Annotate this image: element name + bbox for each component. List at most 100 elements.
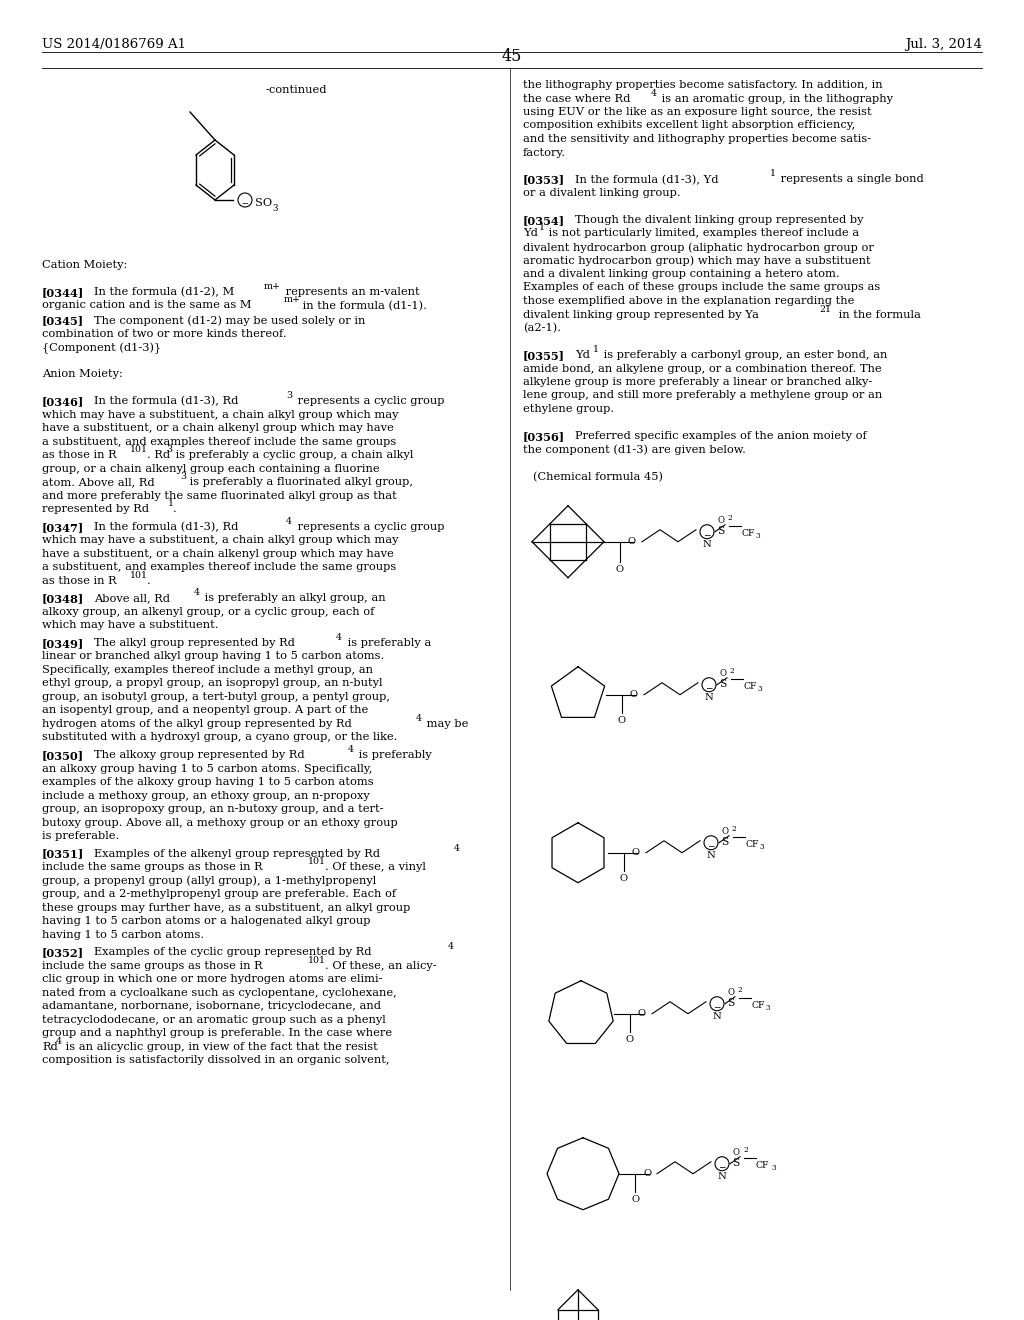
Text: .: . bbox=[173, 504, 177, 515]
Text: (a2-1).: (a2-1). bbox=[523, 323, 561, 334]
Text: 4: 4 bbox=[348, 744, 354, 754]
Text: 21: 21 bbox=[819, 305, 831, 314]
Text: alkoxy group, an alkenyl group, or a cyclic group, each of: alkoxy group, an alkenyl group, or a cyc… bbox=[42, 607, 375, 616]
Text: −: − bbox=[708, 841, 715, 850]
Text: 1: 1 bbox=[168, 499, 174, 508]
Text: 3: 3 bbox=[272, 205, 278, 213]
Text: clic group in which one or more hydrogen atoms are elimi-: clic group in which one or more hydrogen… bbox=[42, 974, 383, 985]
Text: O: O bbox=[620, 874, 628, 883]
Text: In the formula (d1-2), M: In the formula (d1-2), M bbox=[94, 286, 234, 297]
Text: is preferably an alkyl group, an: is preferably an alkyl group, an bbox=[201, 594, 386, 603]
Text: 1: 1 bbox=[539, 223, 545, 232]
Text: 2: 2 bbox=[730, 667, 734, 675]
Text: −: − bbox=[718, 1162, 726, 1171]
Text: S: S bbox=[727, 998, 734, 1007]
Text: having 1 to 5 carbon atoms or a halogenated alkyl group: having 1 to 5 carbon atoms or a halogena… bbox=[42, 916, 371, 927]
Text: is preferably: is preferably bbox=[355, 750, 432, 760]
Text: Preferred specific examples of the anion moiety of: Preferred specific examples of the anion… bbox=[575, 432, 866, 441]
Text: combination of two or more kinds thereof.: combination of two or more kinds thereof… bbox=[42, 329, 287, 339]
Text: S: S bbox=[720, 678, 727, 689]
Text: m+: m+ bbox=[264, 282, 281, 290]
Text: S: S bbox=[732, 1158, 739, 1168]
Text: 3: 3 bbox=[286, 391, 292, 400]
Text: which may have a substituent.: which may have a substituent. bbox=[42, 620, 218, 631]
Text: a substituent, and examples thereof include the same groups: a substituent, and examples thereof incl… bbox=[42, 437, 396, 447]
Text: composition is satisfactorily dissolved in an organic solvent,: composition is satisfactorily dissolved … bbox=[42, 1055, 389, 1065]
Text: is preferably a: is preferably a bbox=[344, 638, 431, 648]
Text: 4: 4 bbox=[651, 88, 657, 98]
Text: 2: 2 bbox=[738, 986, 742, 994]
Text: is preferably a cyclic group, a chain alkyl: is preferably a cyclic group, a chain al… bbox=[172, 450, 414, 461]
Text: In the formula (d1-3), Yd: In the formula (d1-3), Yd bbox=[575, 174, 719, 185]
Text: 4: 4 bbox=[56, 1036, 62, 1045]
Text: in the formula (d1-1).: in the formula (d1-1). bbox=[299, 301, 427, 310]
Text: 1: 1 bbox=[593, 345, 599, 354]
Text: 4: 4 bbox=[336, 634, 342, 642]
Text: CF: CF bbox=[743, 681, 757, 690]
Text: and the sensitivity and lithography properties become satis-: and the sensitivity and lithography prop… bbox=[523, 135, 871, 144]
Text: [0352]: [0352] bbox=[42, 948, 84, 958]
Text: . Rd: . Rd bbox=[147, 450, 170, 461]
Text: −: − bbox=[242, 201, 249, 209]
Text: adamantane, norbornane, isobornane, tricyclodecane, and: adamantane, norbornane, isobornane, tric… bbox=[42, 1001, 381, 1011]
Text: [0349]: [0349] bbox=[42, 638, 84, 649]
Text: 3: 3 bbox=[166, 445, 172, 454]
Text: 101: 101 bbox=[308, 857, 326, 866]
Text: butoxy group. Above all, a methoxy group or an ethoxy group: butoxy group. Above all, a methoxy group… bbox=[42, 817, 397, 828]
Text: S: S bbox=[718, 525, 725, 536]
Text: in the formula: in the formula bbox=[835, 309, 921, 319]
Text: ethyl group, a propyl group, an isopropyl group, an n-butyl: ethyl group, a propyl group, an isopropy… bbox=[42, 678, 383, 689]
Text: CF: CF bbox=[741, 529, 755, 537]
Text: having 1 to 5 carbon atoms.: having 1 to 5 carbon atoms. bbox=[42, 929, 204, 940]
Text: N: N bbox=[705, 693, 713, 702]
Text: Anion Moiety:: Anion Moiety: bbox=[42, 370, 123, 379]
Text: [0351]: [0351] bbox=[42, 849, 84, 859]
Text: N: N bbox=[702, 540, 711, 549]
Text: divalent linking group represented by Ya: divalent linking group represented by Ya bbox=[523, 309, 759, 319]
Text: may be: may be bbox=[423, 719, 468, 729]
Text: O: O bbox=[720, 669, 726, 677]
Text: the component (d1-3) are given below.: the component (d1-3) are given below. bbox=[523, 445, 745, 455]
Text: 3: 3 bbox=[758, 685, 763, 693]
Text: 2: 2 bbox=[743, 1146, 748, 1154]
Text: .: . bbox=[147, 576, 151, 586]
Text: these groups may further have, as a substituent, an alkyl group: these groups may further have, as a subs… bbox=[42, 903, 411, 912]
Text: lene group, and still more preferably a methylene group or an: lene group, and still more preferably a … bbox=[523, 391, 883, 400]
Text: 1: 1 bbox=[770, 169, 776, 178]
Text: O: O bbox=[632, 847, 640, 857]
Text: O: O bbox=[628, 537, 636, 545]
Text: nated from a cycloalkane such as cyclopentane, cyclohexane,: nated from a cycloalkane such as cyclope… bbox=[42, 987, 396, 998]
Text: amide bond, an alkylene group, or a combination thereof. The: amide bond, an alkylene group, or a comb… bbox=[523, 363, 882, 374]
Text: Examples of each of these groups include the same groups as: Examples of each of these groups include… bbox=[523, 282, 881, 293]
Text: O: O bbox=[727, 987, 734, 997]
Text: In the formula (d1-3), Rd: In the formula (d1-3), Rd bbox=[94, 396, 239, 407]
Text: −: − bbox=[706, 684, 713, 692]
Text: those exemplified above in the explanation regarding the: those exemplified above in the explanati… bbox=[523, 296, 854, 306]
Text: aromatic hydrocarbon group) which may have a substituent: aromatic hydrocarbon group) which may ha… bbox=[523, 256, 870, 267]
Text: Examples of the cyclic group represented by Rd: Examples of the cyclic group represented… bbox=[94, 948, 372, 957]
Text: 4: 4 bbox=[454, 843, 460, 853]
Text: 101: 101 bbox=[130, 445, 148, 454]
Text: −: − bbox=[714, 1002, 721, 1011]
Text: have a substituent, or a chain alkenyl group which may have: have a substituent, or a chain alkenyl g… bbox=[42, 549, 394, 558]
Text: [0344]: [0344] bbox=[42, 286, 84, 298]
Text: The alkoxy group represented by Rd: The alkoxy group represented by Rd bbox=[94, 750, 304, 760]
Text: [0356]: [0356] bbox=[523, 432, 565, 442]
Text: group, an isobutyl group, a tert-butyl group, a pentyl group,: group, an isobutyl group, a tert-butyl g… bbox=[42, 692, 390, 702]
Text: The alkyl group represented by Rd: The alkyl group represented by Rd bbox=[94, 638, 295, 648]
Text: CF: CF bbox=[751, 1001, 765, 1010]
Text: O: O bbox=[618, 715, 626, 725]
Text: represents a single bond: represents a single bond bbox=[777, 174, 924, 185]
Text: an isopentyl group, and a neopentyl group. A part of the: an isopentyl group, and a neopentyl grou… bbox=[42, 705, 369, 715]
Text: 101: 101 bbox=[130, 570, 148, 579]
Text: SO: SO bbox=[255, 198, 272, 209]
Text: composition exhibits excellent light absorption efficiency,: composition exhibits excellent light abs… bbox=[523, 120, 855, 131]
Text: Above all, Rd: Above all, Rd bbox=[94, 594, 170, 603]
Text: an alkoxy group having 1 to 5 carbon atoms. Specifically,: an alkoxy group having 1 to 5 carbon ato… bbox=[42, 763, 373, 774]
Text: 3: 3 bbox=[760, 842, 765, 851]
Text: In the formula (d1-3), Rd: In the formula (d1-3), Rd bbox=[94, 521, 239, 532]
Text: represents a cyclic group: represents a cyclic group bbox=[294, 396, 444, 407]
Text: 4: 4 bbox=[416, 714, 422, 723]
Text: factory.: factory. bbox=[523, 148, 566, 157]
Text: 3: 3 bbox=[756, 532, 761, 540]
